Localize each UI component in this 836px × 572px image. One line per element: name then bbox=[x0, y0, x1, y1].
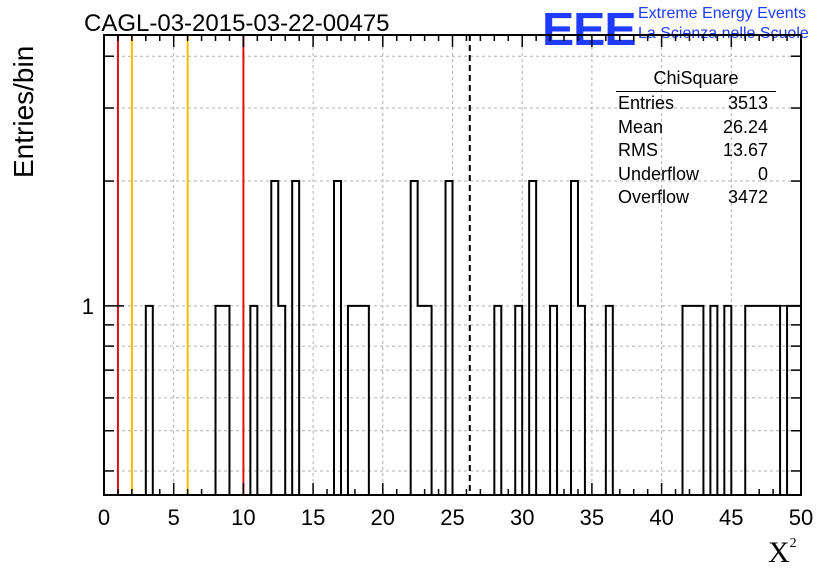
tagline-line-2: La Scienza nelle Scuole bbox=[638, 25, 809, 42]
histogram-bin bbox=[222, 306, 229, 495]
histogram-bin bbox=[216, 306, 223, 495]
histogram-bin bbox=[529, 181, 536, 495]
x-tick-label: 25 bbox=[440, 505, 464, 530]
y-tick-label: 1 bbox=[82, 294, 94, 319]
histogram-bin bbox=[745, 306, 752, 495]
stats-header: ChiSquare bbox=[616, 68, 776, 92]
histogram-bin bbox=[683, 306, 690, 495]
histogram-bin bbox=[578, 306, 585, 495]
histogram-bin bbox=[292, 181, 299, 495]
stats-label: Underflow bbox=[618, 163, 700, 184]
histogram-bin bbox=[446, 181, 453, 495]
tagline-line-1: Extreme Energy Events bbox=[638, 5, 807, 22]
stats-row-mean: Mean 26.24 bbox=[612, 116, 778, 140]
x-tick-label: 40 bbox=[649, 505, 673, 530]
x-tick-label: 20 bbox=[371, 505, 395, 530]
histogram-bin bbox=[787, 306, 794, 495]
stats-label: RMS bbox=[618, 140, 658, 160]
histogram-bin bbox=[250, 306, 257, 495]
x-tick-label: 45 bbox=[719, 505, 743, 530]
histogram-bin bbox=[355, 306, 362, 495]
stats-row-underflow: Underflow 0 bbox=[612, 163, 778, 187]
histogram-bin bbox=[271, 181, 278, 495]
stats-label: Mean bbox=[618, 116, 664, 137]
histogram-outline bbox=[144, 180, 801, 495]
histogram-bin bbox=[766, 306, 773, 495]
x-axis-label-sup: 2 bbox=[789, 536, 797, 551]
stats-value: 13.67 bbox=[722, 140, 768, 160]
stats-value: 0 bbox=[757, 163, 768, 184]
x-tick-label: 10 bbox=[231, 505, 255, 530]
histogram-bin bbox=[334, 181, 341, 495]
stats-row-entries: Entries 3513 bbox=[612, 92, 778, 116]
histogram-bin bbox=[710, 306, 717, 495]
stats-value: 3513 bbox=[727, 93, 768, 113]
x-tick-label: 15 bbox=[301, 505, 325, 530]
x-axis-label: X2 bbox=[768, 536, 797, 570]
x-tick-label: 50 bbox=[789, 505, 813, 530]
histogram-bin bbox=[425, 306, 432, 495]
x-tick-label: 30 bbox=[510, 505, 534, 530]
stats-row-rms: RMS 13.67 bbox=[612, 139, 778, 163]
stats-value: 3472 bbox=[727, 187, 768, 207]
histogram-bin bbox=[362, 306, 369, 495]
eee-logo: EEE bbox=[542, 3, 637, 55]
x-axis-label-text: X bbox=[768, 536, 790, 569]
x-tick-label: 0 bbox=[98, 505, 110, 530]
histogram-bin bbox=[411, 181, 418, 495]
histogram-bin bbox=[724, 306, 731, 495]
histogram-bin bbox=[773, 306, 780, 495]
x-tick-label: 35 bbox=[580, 505, 604, 530]
histogram-bin bbox=[571, 181, 578, 495]
histogram-bin bbox=[696, 306, 703, 495]
histogram-bin bbox=[759, 306, 766, 495]
histogram-bin bbox=[550, 306, 557, 495]
histogram-bin bbox=[348, 306, 355, 495]
histogram-bin bbox=[794, 306, 801, 495]
stats-box: ChiSquare Entries 3513 Mean 26.24 RMS 13.67… bbox=[612, 68, 778, 210]
histogram-bin bbox=[606, 306, 613, 495]
page-title: CAGL-03-2015-03-22-00475 bbox=[84, 10, 390, 37]
histogram-bin bbox=[146, 306, 153, 495]
stats-value: 26.24 bbox=[722, 116, 768, 137]
x-tick-label: 5 bbox=[168, 505, 180, 530]
logo-tagline: Extreme Energy Events La Scienza nelle S… bbox=[638, 4, 809, 44]
histogram-bin bbox=[515, 306, 522, 495]
histogram-bin bbox=[494, 306, 501, 495]
histogram-bin bbox=[689, 306, 696, 495]
histogram-bin bbox=[418, 306, 425, 495]
histogram-bin bbox=[278, 306, 285, 495]
stats-label: Overflow bbox=[618, 187, 690, 207]
histogram-bin bbox=[752, 306, 759, 495]
stats-row-overflow: Overflow 3472 bbox=[612, 186, 778, 210]
stats-label: Entries bbox=[618, 93, 675, 113]
